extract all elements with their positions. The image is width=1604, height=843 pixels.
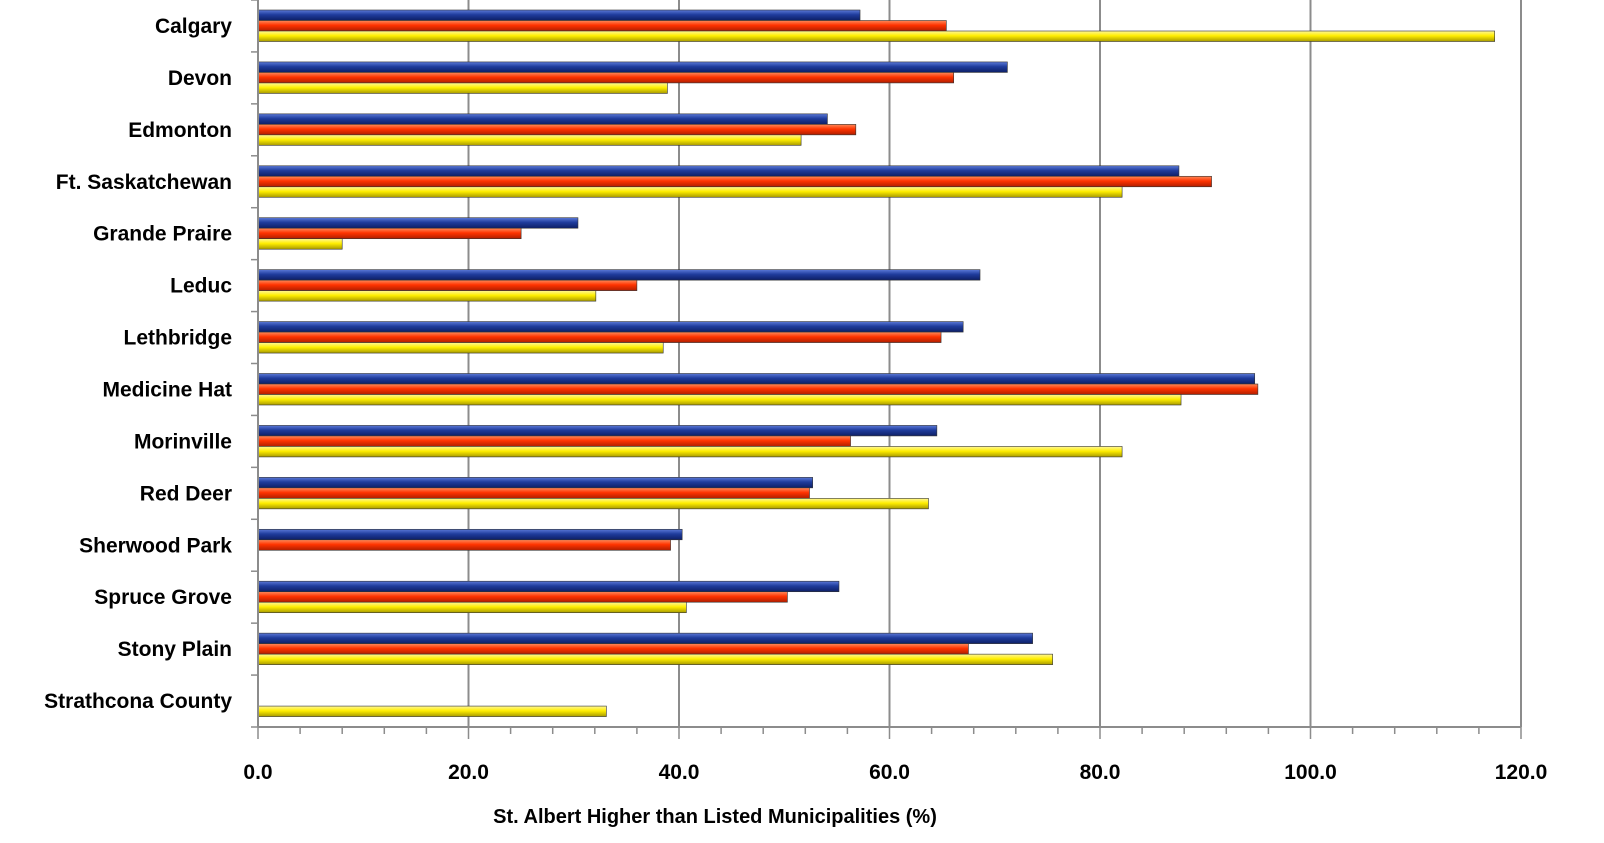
bar (257, 134, 802, 146)
bar (257, 632, 1033, 644)
bar (257, 539, 671, 551)
category-label: Strathcona County (44, 690, 232, 713)
bar (257, 373, 1256, 385)
category-label: Grande Praire (93, 223, 232, 246)
category-labels: Calgary Devon Edmonton Ft. Saskatchewan Gran… (44, 15, 232, 713)
x-axis-title: St. Albert Higher than Listed Municipali… (493, 806, 937, 828)
bar (257, 124, 857, 136)
category-label: Spruce Grove (94, 586, 232, 609)
category-label: Morinville (134, 430, 232, 453)
bar (257, 498, 929, 510)
bar (257, 477, 813, 489)
bar (257, 238, 343, 250)
bar (257, 30, 1495, 42)
bar (257, 82, 668, 94)
bar (257, 9, 861, 21)
x-tick-label: 0.0 (243, 761, 272, 784)
bar (257, 113, 828, 125)
bar (257, 342, 664, 354)
bar (257, 528, 683, 541)
bar (257, 643, 969, 655)
x-tick-label: 20.0 (448, 761, 489, 784)
x-tick-label: 100.0 (1284, 761, 1337, 784)
category-label: Ft. Saskatchewan (56, 171, 232, 194)
bar (257, 653, 1053, 665)
bar (257, 705, 607, 717)
x-tick-label: 60.0 (869, 761, 910, 784)
x-tick-labels: 0.0 20.0 40.0 60.0 80.0 100.0 120.0 (243, 761, 1547, 784)
bar (257, 321, 964, 333)
bar (257, 269, 981, 281)
gridlines (467, 0, 1522, 727)
category-label: Calgary (155, 15, 232, 38)
bar (257, 217, 579, 229)
category-label: Medicine Hat (102, 378, 232, 401)
x-tick-label: 40.0 (659, 761, 700, 784)
bar (257, 165, 1180, 177)
bar (257, 435, 851, 447)
bars (257, 9, 1495, 717)
bar (257, 580, 840, 593)
bar (257, 61, 1008, 73)
bar (257, 175, 1212, 188)
bar (257, 487, 810, 499)
bar (257, 186, 1123, 198)
bar (257, 20, 947, 32)
bar (257, 227, 522, 240)
category-label: Edmonton (128, 119, 232, 142)
bar (257, 331, 942, 343)
bar (257, 290, 597, 302)
category-label: Devon (168, 67, 232, 90)
category-label: Red Deer (140, 482, 232, 505)
category-label: Lethbridge (124, 327, 233, 350)
category-label: Sherwood Park (79, 534, 232, 557)
bar (257, 394, 1182, 406)
category-label: Leduc (170, 275, 232, 298)
bar (257, 591, 788, 603)
bar (257, 601, 687, 614)
bar (257, 425, 938, 437)
x-tick-label: 80.0 (1080, 761, 1121, 784)
category-label: Stony Plain (118, 638, 232, 661)
bar (257, 72, 955, 84)
bar (257, 446, 1123, 458)
bar (257, 279, 638, 291)
bar (257, 383, 1259, 395)
axes (251, 0, 1522, 739)
x-tick-label: 120.0 (1495, 761, 1548, 784)
